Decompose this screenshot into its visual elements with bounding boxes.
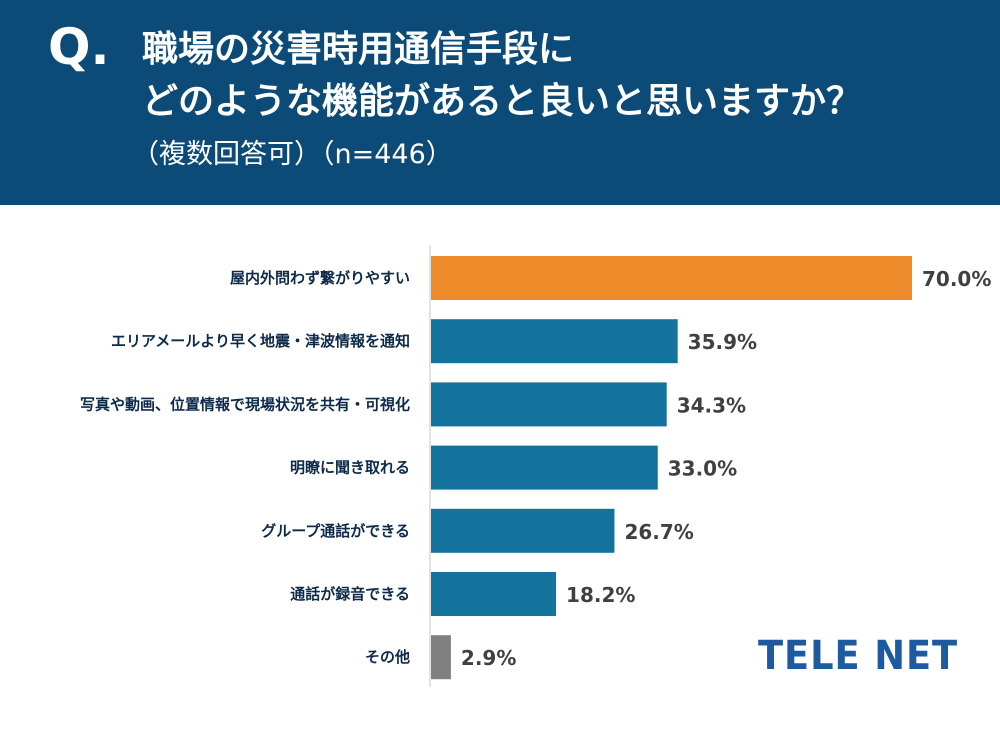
category-label-6: その他 bbox=[365, 648, 410, 666]
category-label-0: 屋内外問わず繋がりやすい bbox=[230, 269, 410, 287]
value-label-5: 18.2% bbox=[566, 583, 635, 607]
telenet-logo: TELE NET bbox=[758, 633, 959, 679]
value-label-3: 33.0% bbox=[668, 457, 737, 481]
category-label-5: 通話が録音できる bbox=[290, 585, 410, 603]
value-label-4: 26.7% bbox=[624, 520, 693, 544]
bar-chart: 屋内外問わず繋がりやすい 70.0% エリアメールより早く地震・津波情報を通知 35.… bbox=[80, 245, 991, 687]
question-subtitle: （複数回答可）（n=446） bbox=[132, 139, 453, 170]
value-label-6: 2.9% bbox=[461, 646, 516, 670]
bar-6 bbox=[431, 635, 451, 680]
question-line-1: 職場の災害時用通信手段に bbox=[142, 29, 575, 70]
question-line-2: どのような機能があると良いと思いますか？ bbox=[142, 81, 863, 122]
bar-1 bbox=[431, 319, 678, 364]
bar-2 bbox=[431, 382, 667, 427]
category-label-4: グループ通話ができる bbox=[261, 522, 410, 540]
category-label-2: 写真や動画、位置情報で現場状況を共有・可視化 bbox=[80, 395, 410, 413]
bar-0 bbox=[431, 256, 912, 300]
value-label-0: 70.0% bbox=[922, 267, 991, 291]
bar-3 bbox=[431, 445, 658, 490]
value-label-2: 34.3% bbox=[677, 393, 746, 417]
value-label-1: 35.9% bbox=[688, 330, 757, 354]
question-header: Q. 職場の災害時用通信手段に どのような機能があると良いと思いますか？ （複数… bbox=[0, 0, 1000, 205]
category-label-1: エリアメールより早く地震・津波情報を通知 bbox=[111, 332, 410, 350]
category-label-3: 明瞭に聞き取れる bbox=[290, 459, 410, 477]
question-mark: Q. bbox=[48, 18, 110, 76]
bar-4 bbox=[431, 508, 615, 553]
bar-5 bbox=[431, 572, 557, 616]
